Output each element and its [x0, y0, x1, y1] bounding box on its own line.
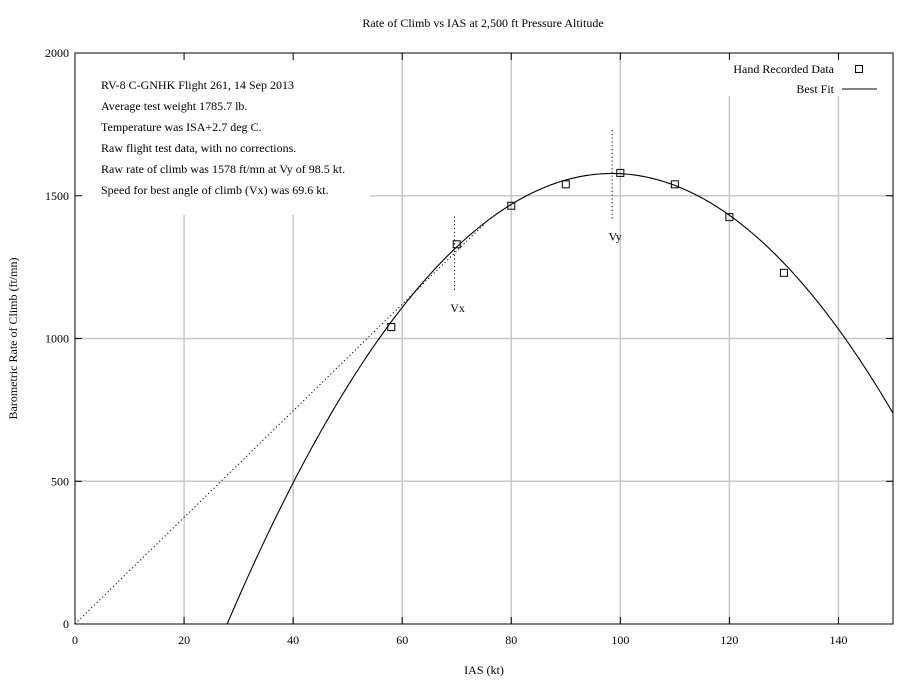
x-tick-label: 40 [287, 633, 299, 647]
data-point [387, 323, 396, 332]
note-line: Raw flight test data, with no correction… [101, 141, 296, 155]
note-line: RV-8 C-GNHK Flight 261, 14 Sep 2013 [101, 78, 294, 92]
data-point [452, 240, 461, 249]
note-line: Average test weight 1785.7 lb. [101, 99, 247, 113]
x-tick-label: 100 [611, 633, 629, 647]
x-tick-label: 0 [72, 633, 78, 647]
data-point [670, 180, 679, 189]
legend-label-fit: Best Fit [796, 82, 834, 96]
note-line: Speed for best angle of climb (Vx) was 6… [101, 183, 329, 197]
legend-label-data: Hand Recorded Data [733, 62, 834, 76]
data-point [561, 180, 570, 189]
data-point [779, 268, 788, 277]
y-tick-labels: 0 500 1000 1500 2000 [45, 46, 69, 631]
y-tick-label: 500 [51, 474, 69, 488]
plot-area: Vx Vy [74, 130, 894, 625]
x-axis-label: IAS (kt) [464, 663, 504, 677]
x-tick-label: 80 [505, 633, 517, 647]
y-axis-label: Barometric Rate of Climb (ft/mn) [6, 258, 20, 420]
marker-vy-label: Vy [608, 230, 621, 244]
note-line: Temperature was ISA+2.7 deg C. [101, 120, 262, 134]
axis-ticks [74, 52, 893, 625]
x-tick-label: 140 [829, 633, 847, 647]
x-tick-label: 120 [720, 633, 738, 647]
marker-vx-label: Vx [450, 301, 465, 315]
chart-title: Rate of Climb vs IAS at 2,500 ft Pressur… [362, 16, 603, 30]
x-tick-labels: 0 20 40 60 80 100 120 140 [72, 633, 847, 647]
data-point [725, 213, 734, 222]
legend: Hand Recorded Data Best Fit [733, 62, 877, 96]
legend-marker-square [855, 65, 863, 73]
best-fit-curve [226, 172, 894, 625]
notes-block: RV-8 C-GNHK Flight 261, 14 Sep 2013 Aver… [101, 78, 345, 197]
y-tick-label: 0 [63, 617, 69, 631]
y-tick-label: 2000 [45, 46, 69, 60]
note-line: Raw rate of climb was 1578 ft/mn at Vy o… [101, 162, 345, 176]
tangent-line [74, 223, 485, 625]
y-tick-label: 1000 [45, 332, 69, 346]
data-point [507, 201, 516, 210]
x-tick-label: 20 [178, 633, 190, 647]
x-tick-label: 60 [396, 633, 408, 647]
data-point [616, 168, 625, 177]
y-tick-label: 1500 [45, 189, 69, 203]
grid [75, 53, 893, 624]
